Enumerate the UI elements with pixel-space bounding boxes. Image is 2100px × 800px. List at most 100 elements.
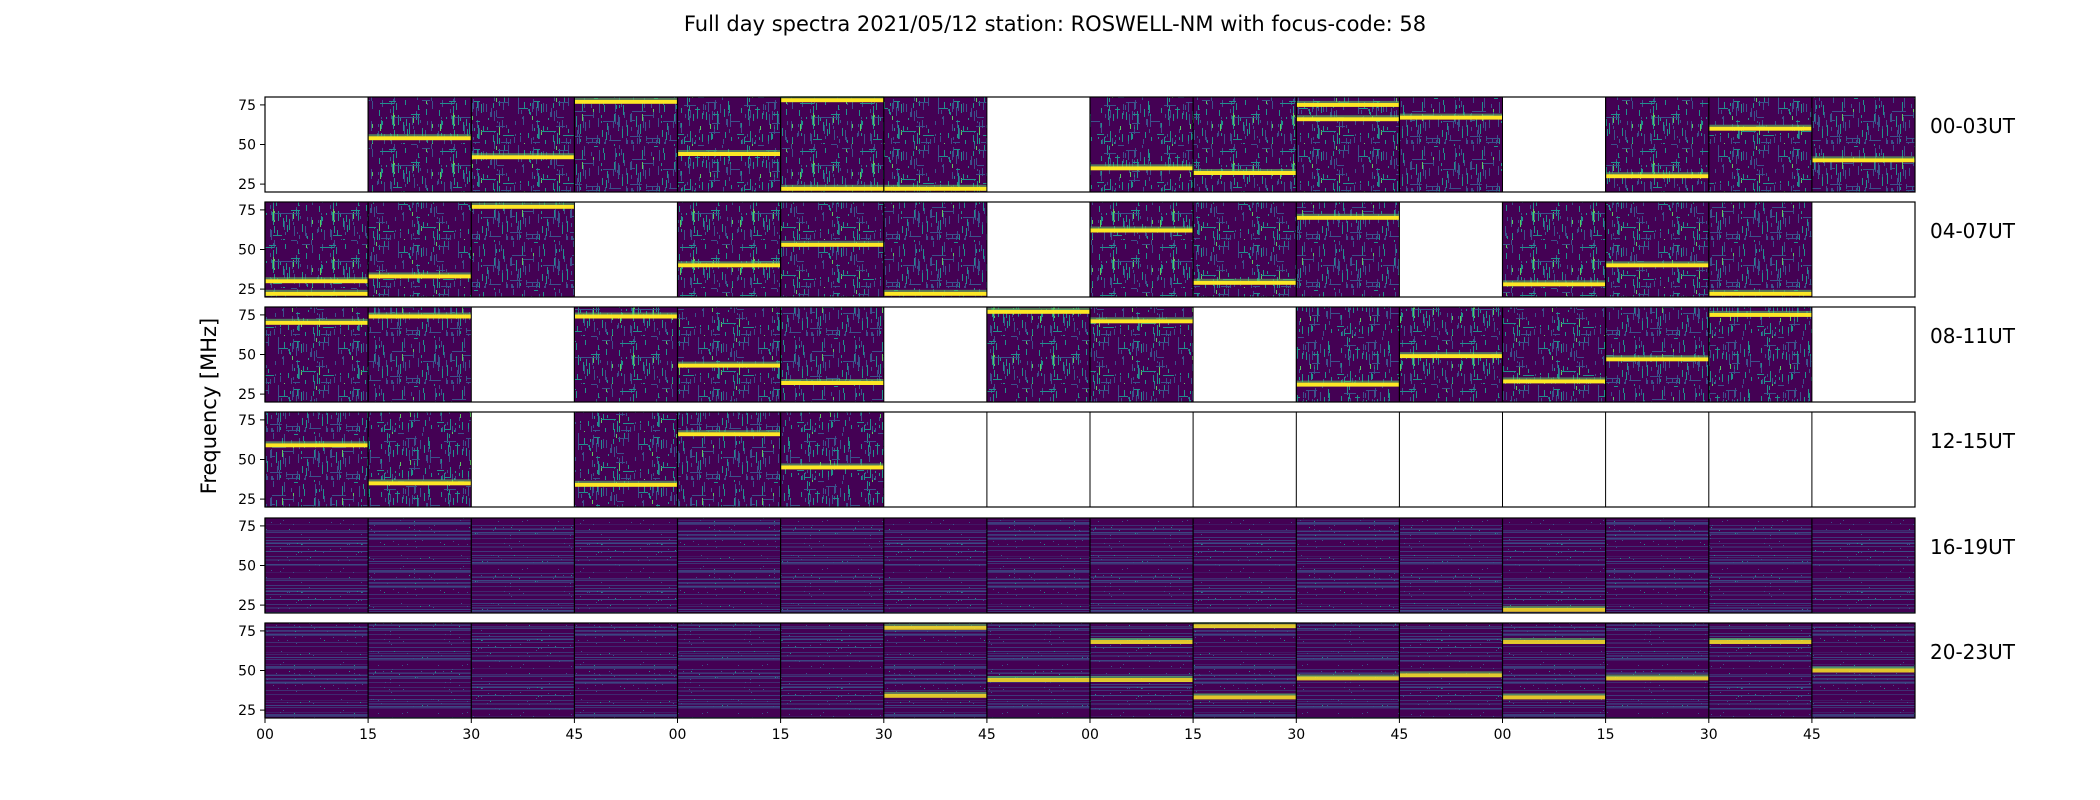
bright-band <box>368 274 472 279</box>
bright-band <box>883 186 987 191</box>
y-tick-label: 25 <box>238 282 256 298</box>
bright-band <box>780 465 884 470</box>
bright-band <box>780 242 884 247</box>
bright-band <box>883 291 987 296</box>
bright-band <box>1605 357 1709 362</box>
spectrogram-tile <box>883 97 987 192</box>
y-tick-label: 75 <box>238 624 256 640</box>
bright-band <box>574 314 678 319</box>
spectrogram-tile <box>1501 623 1606 718</box>
bright-band <box>1090 228 1194 233</box>
x-tick-label: 00 <box>669 727 687 743</box>
spectrogram-tile <box>1089 97 1194 192</box>
x-tick-label: 30 <box>462 727 480 743</box>
spectrogram-tile <box>1398 97 1503 192</box>
spectrogram-tile <box>1089 623 1194 718</box>
spectrogram-tile <box>1398 518 1503 613</box>
spectrogram-tile <box>573 97 678 192</box>
bright-band <box>265 279 369 284</box>
y-axis-label: Frequency [MHz] <box>197 318 221 494</box>
spectrogram-tile <box>1295 202 1400 297</box>
y-tick-label: 50 <box>238 138 256 154</box>
spectrogram-tile <box>264 412 369 507</box>
spectrogram-tile <box>1708 623 1812 718</box>
chart-title: Full day spectra 2021/05/12 station: ROS… <box>684 12 1426 36</box>
spectrogram-tile <box>676 97 781 192</box>
x-tick-label: 15 <box>772 727 790 743</box>
bright-band <box>677 432 781 437</box>
bright-band <box>368 136 472 141</box>
spectrogram-tile <box>779 307 884 402</box>
bright-band <box>1502 607 1606 612</box>
y-tick-label: 50 <box>238 453 256 469</box>
bright-band <box>1090 678 1194 682</box>
spectrogram-tile <box>264 307 369 402</box>
spectrogram-tile <box>264 623 369 718</box>
y-tick-label: 75 <box>238 203 256 219</box>
bright-band <box>1605 676 1709 681</box>
x-tick-label: 30 <box>1287 727 1305 743</box>
bright-band <box>1399 354 1503 359</box>
x-tick-label: 45 <box>1390 727 1408 743</box>
x-tick-label: 30 <box>875 727 893 743</box>
spectrogram-tile <box>883 202 987 297</box>
spectrogram-tile <box>1192 97 1297 192</box>
bright-band <box>265 320 369 325</box>
spectrogram-tile <box>1192 202 1297 297</box>
spectrogram-tile <box>883 623 987 718</box>
bright-band <box>1502 695 1606 700</box>
spectrogram-tile <box>676 623 781 718</box>
bright-band <box>1296 215 1400 220</box>
bright-band <box>1811 668 1915 673</box>
bright-band <box>1399 115 1503 120</box>
bright-band <box>1090 319 1194 324</box>
bright-band <box>1708 291 1812 296</box>
spectrogram-tile <box>1089 202 1194 297</box>
spectrogram-tile <box>1501 202 1606 297</box>
spectrogram-tile <box>1708 307 1812 402</box>
bright-band <box>1605 263 1709 268</box>
spectrogram-tile <box>779 96 884 192</box>
spectrogram-tile <box>1398 307 1503 402</box>
y-tick-label: 25 <box>238 598 256 614</box>
spectrogram-tile <box>986 518 1090 613</box>
spectrogram-tile <box>1295 518 1400 613</box>
spectrogram-tile <box>676 412 781 507</box>
x-tick-label: 15 <box>359 727 377 743</box>
y-tick-label: 25 <box>238 387 256 403</box>
bright-band <box>1605 174 1709 179</box>
spectrogram-tile <box>1604 518 1709 613</box>
spectrogram-tile <box>573 518 678 613</box>
spectrogram-tile <box>986 623 1090 718</box>
row-label: 20-23UT <box>1930 640 2016 664</box>
spectrogram-tile <box>986 307 1090 402</box>
bright-band <box>986 309 1090 314</box>
bright-band <box>1502 282 1606 287</box>
y-tick-label: 50 <box>238 243 256 259</box>
row-label: 04-07UT <box>1930 219 2016 243</box>
y-tick-label: 75 <box>238 308 256 324</box>
bright-band <box>1193 695 1297 700</box>
spectrogram-tile <box>1811 623 1915 718</box>
spectrogram-tile <box>573 623 678 718</box>
bright-band <box>265 443 369 448</box>
bright-band <box>677 152 781 156</box>
spectrogram-tile <box>1089 518 1194 613</box>
y-tick-label: 75 <box>238 519 256 535</box>
spectrogram-tile <box>367 307 472 402</box>
spectrogram-tile <box>367 202 472 297</box>
x-tick-label: 00 <box>256 727 274 743</box>
y-tick-label: 25 <box>238 177 256 193</box>
spectrogram-tile <box>1295 97 1400 192</box>
bright-band <box>265 291 369 296</box>
y-tick-label: 25 <box>238 703 256 719</box>
x-tick-label: 15 <box>1184 727 1202 743</box>
spectrogram-tile <box>470 518 575 613</box>
y-tick-label: 75 <box>238 413 256 429</box>
bright-band <box>471 155 575 160</box>
spectrogram-tile <box>264 202 369 297</box>
spectrogram-tile <box>1811 97 1915 192</box>
bright-band <box>1193 624 1297 629</box>
bright-band <box>1502 379 1606 384</box>
